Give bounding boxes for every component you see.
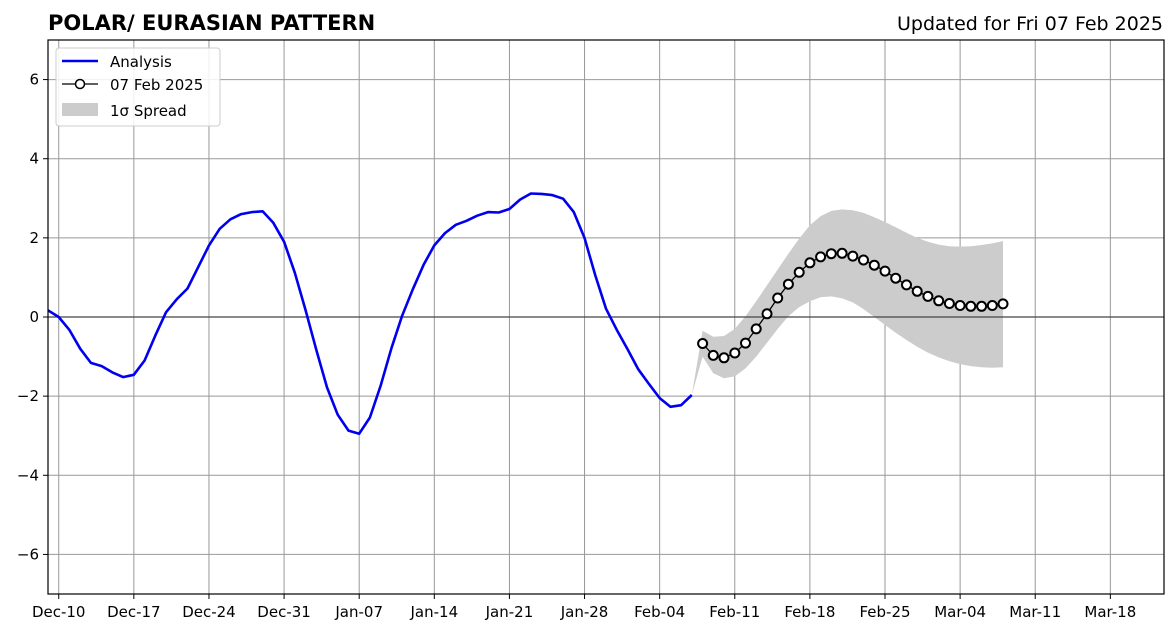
x-tick-label: Dec-10 <box>32 603 86 621</box>
x-tick-label: Feb-25 <box>859 603 910 621</box>
x-tick-label: Jan-28 <box>560 603 609 621</box>
y-tick-label: 0 <box>29 308 39 326</box>
forecast-point <box>858 254 869 266</box>
y-tick-label: 6 <box>29 71 39 89</box>
forecast-point <box>911 285 923 297</box>
forecast-point <box>890 272 902 284</box>
legend-forecast-marker <box>74 78 86 90</box>
x-tick-label: Dec-31 <box>257 603 311 621</box>
legend-spread-swatch <box>62 103 98 116</box>
x-tick-label: Mar-11 <box>1009 603 1061 621</box>
forecast-point <box>976 300 988 312</box>
forecast-point <box>922 290 934 302</box>
forecast-point <box>879 265 891 277</box>
forecast-point <box>729 347 741 359</box>
forecast-point <box>782 278 794 290</box>
forecast-point <box>986 300 998 311</box>
forecast-point <box>804 257 816 269</box>
x-tick-label: Jan-21 <box>485 603 534 621</box>
forecast-point <box>825 248 837 260</box>
x-tick-label: Jan-14 <box>409 603 458 621</box>
y-tick-label: −6 <box>17 545 39 563</box>
x-tick-label: Dec-24 <box>182 603 236 621</box>
forecast-point <box>697 338 709 349</box>
forecast-point <box>933 295 945 307</box>
forecast-point <box>997 298 1009 310</box>
x-tick-label: Feb-18 <box>784 603 835 621</box>
y-axis-ticks: −6 −4 −2 0 2 4 6 <box>17 71 48 563</box>
forecast-point <box>847 250 859 262</box>
forecast-point <box>761 308 773 320</box>
spread-band-area <box>691 209 1003 395</box>
x-tick-label: Mar-18 <box>1084 603 1136 621</box>
forecast-markers <box>697 247 1009 364</box>
forecast-point <box>836 247 848 259</box>
forecast-point <box>740 337 751 349</box>
chart-title: POLAR/ EURASIAN PATTERN <box>48 11 375 35</box>
forecast-point <box>718 352 730 364</box>
forecast-point <box>815 251 827 263</box>
x-tick-label: Feb-04 <box>634 603 685 621</box>
forecast-point <box>793 266 805 278</box>
legend-analysis-label: Analysis <box>110 53 172 71</box>
y-tick-label: 4 <box>29 150 39 168</box>
x-tick-label: Mar-04 <box>934 603 986 621</box>
y-tick-label: −2 <box>17 387 39 405</box>
forecast-point <box>965 300 977 312</box>
forecast-point <box>943 298 955 309</box>
x-tick-label: Feb-11 <box>709 603 760 621</box>
forecast-point <box>750 323 762 335</box>
forecast-point <box>707 349 719 361</box>
analysis-line <box>47 192 693 436</box>
spread-band <box>691 209 1003 395</box>
legend-forecast-label: 07 Feb 2025 <box>110 76 203 94</box>
x-tick-label: Jan-07 <box>334 603 383 621</box>
y-tick-label: −4 <box>17 466 39 484</box>
legend: Analysis 07 Feb 2025 1σ Spread <box>55 47 221 127</box>
forecast-point <box>868 259 880 271</box>
y-tick-label: 2 <box>29 229 39 247</box>
chart-subtitle: Updated for Fri 07 Feb 2025 <box>897 13 1163 35</box>
forecast-point <box>772 292 784 304</box>
forecast-point <box>954 300 966 311</box>
x-tick-label: Dec-17 <box>107 603 161 621</box>
x-axis-ticks: Dec-10 Dec-17 Dec-24 Dec-31 Jan-07 Jan-14 Jan-… <box>32 594 1136 621</box>
forecast-point <box>901 279 912 291</box>
legend-spread-label: 1σ Spread <box>110 102 187 120</box>
